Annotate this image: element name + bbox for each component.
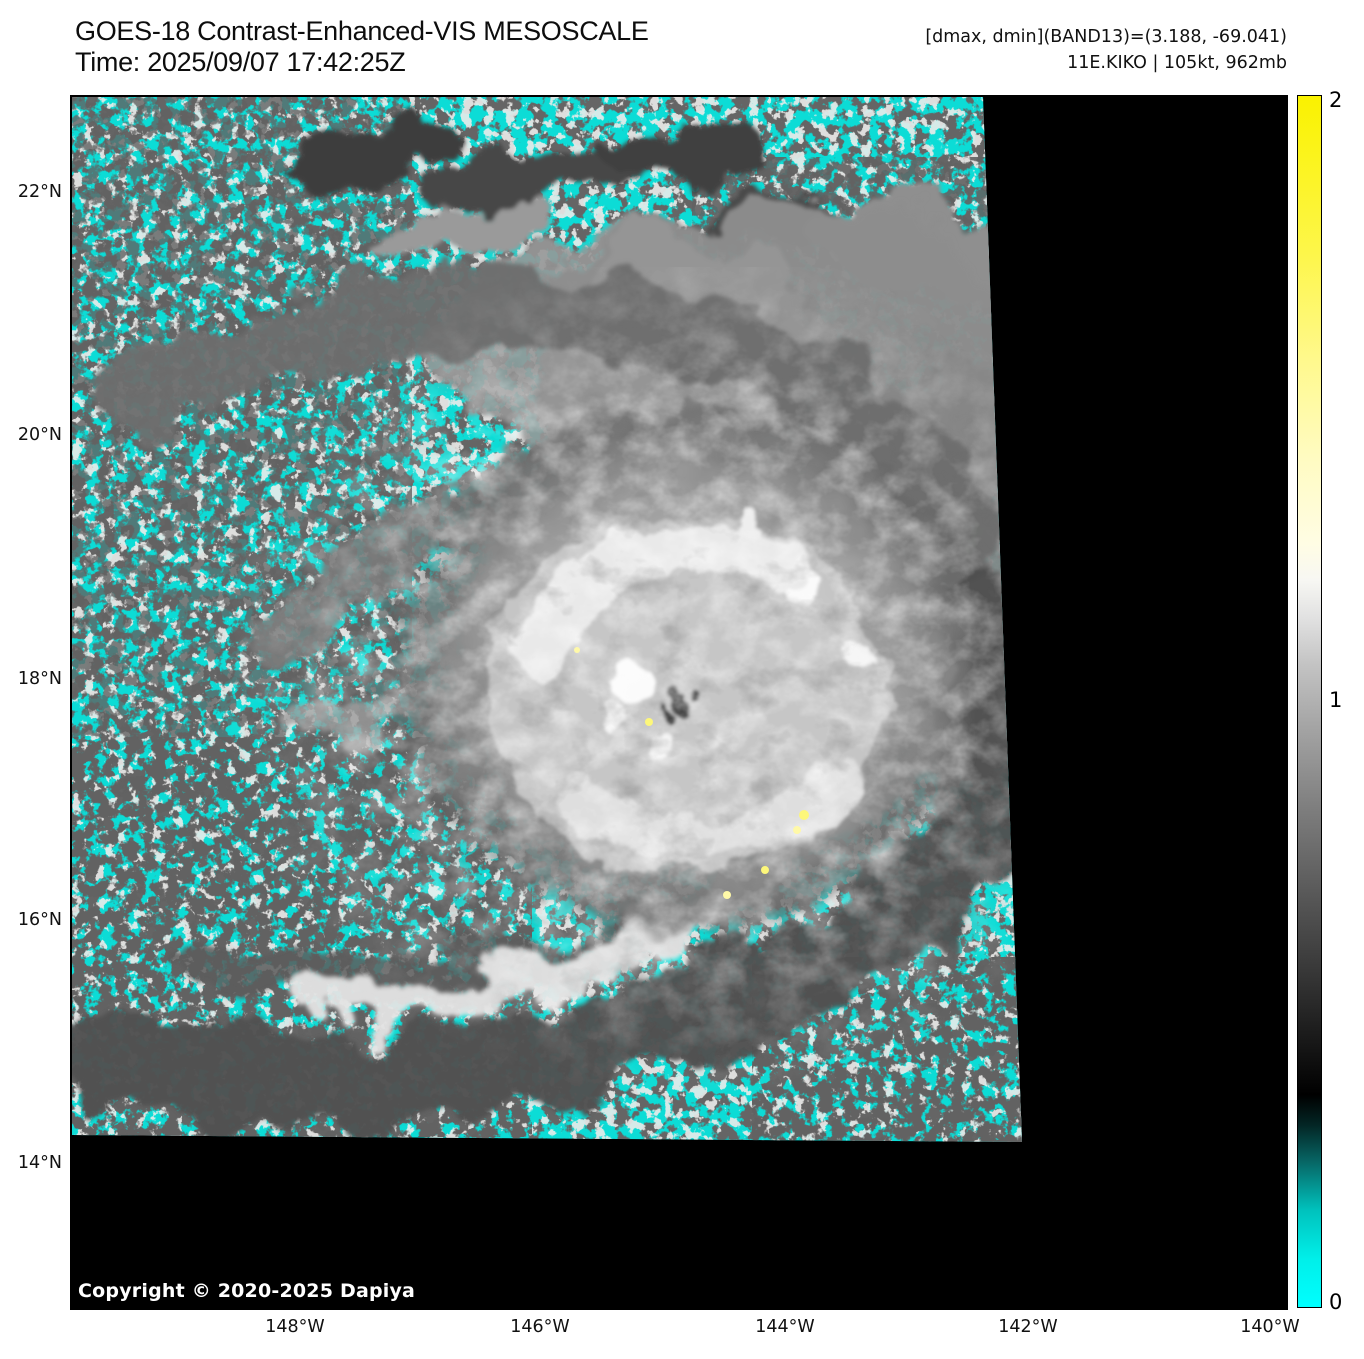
lat-tick-22n: 22°N	[17, 182, 62, 202]
colorbar-tick-1: 1	[1329, 688, 1343, 712]
satellite-scene	[72, 97, 1022, 1142]
map-frame	[70, 95, 1288, 1310]
data-swath	[72, 97, 1022, 1142]
copyright-label: Copyright © 2020-2025 Dapiya	[78, 1280, 416, 1302]
time-label: Time: 2025/09/07 17:42:25Z	[75, 47, 406, 77]
lat-tick-20n: 20°N	[17, 425, 62, 445]
lat-tick-18n: 18°N	[17, 669, 62, 689]
lon-tick-148w: 148°W	[265, 1317, 325, 1337]
colorbar-tick-2: 2	[1329, 88, 1343, 112]
lat-tick-16n: 16°N	[17, 910, 62, 930]
storm-info-label: 11E.KIKO | 105kt, 962mb	[1067, 53, 1287, 73]
lon-tick-142w: 142°W	[998, 1317, 1058, 1337]
band-stats-label: [dmax, dmin](BAND13)=(3.188, -69.041)	[925, 27, 1287, 47]
cloud-texture-dark	[212, 267, 1022, 1142]
lat-tick-14n: 14°N	[17, 1153, 62, 1173]
lon-tick-140w: 140°W	[1240, 1317, 1300, 1337]
lon-tick-144w: 144°W	[755, 1317, 815, 1337]
enhancement-specks	[574, 647, 809, 899]
lon-tick-146w: 146°W	[510, 1317, 570, 1337]
page-title: GOES-18 Contrast-Enhanced-VIS MESOSCALE	[75, 16, 649, 46]
colorbar	[1297, 95, 1322, 1308]
colorbar-tick-0: 0	[1329, 1290, 1343, 1314]
